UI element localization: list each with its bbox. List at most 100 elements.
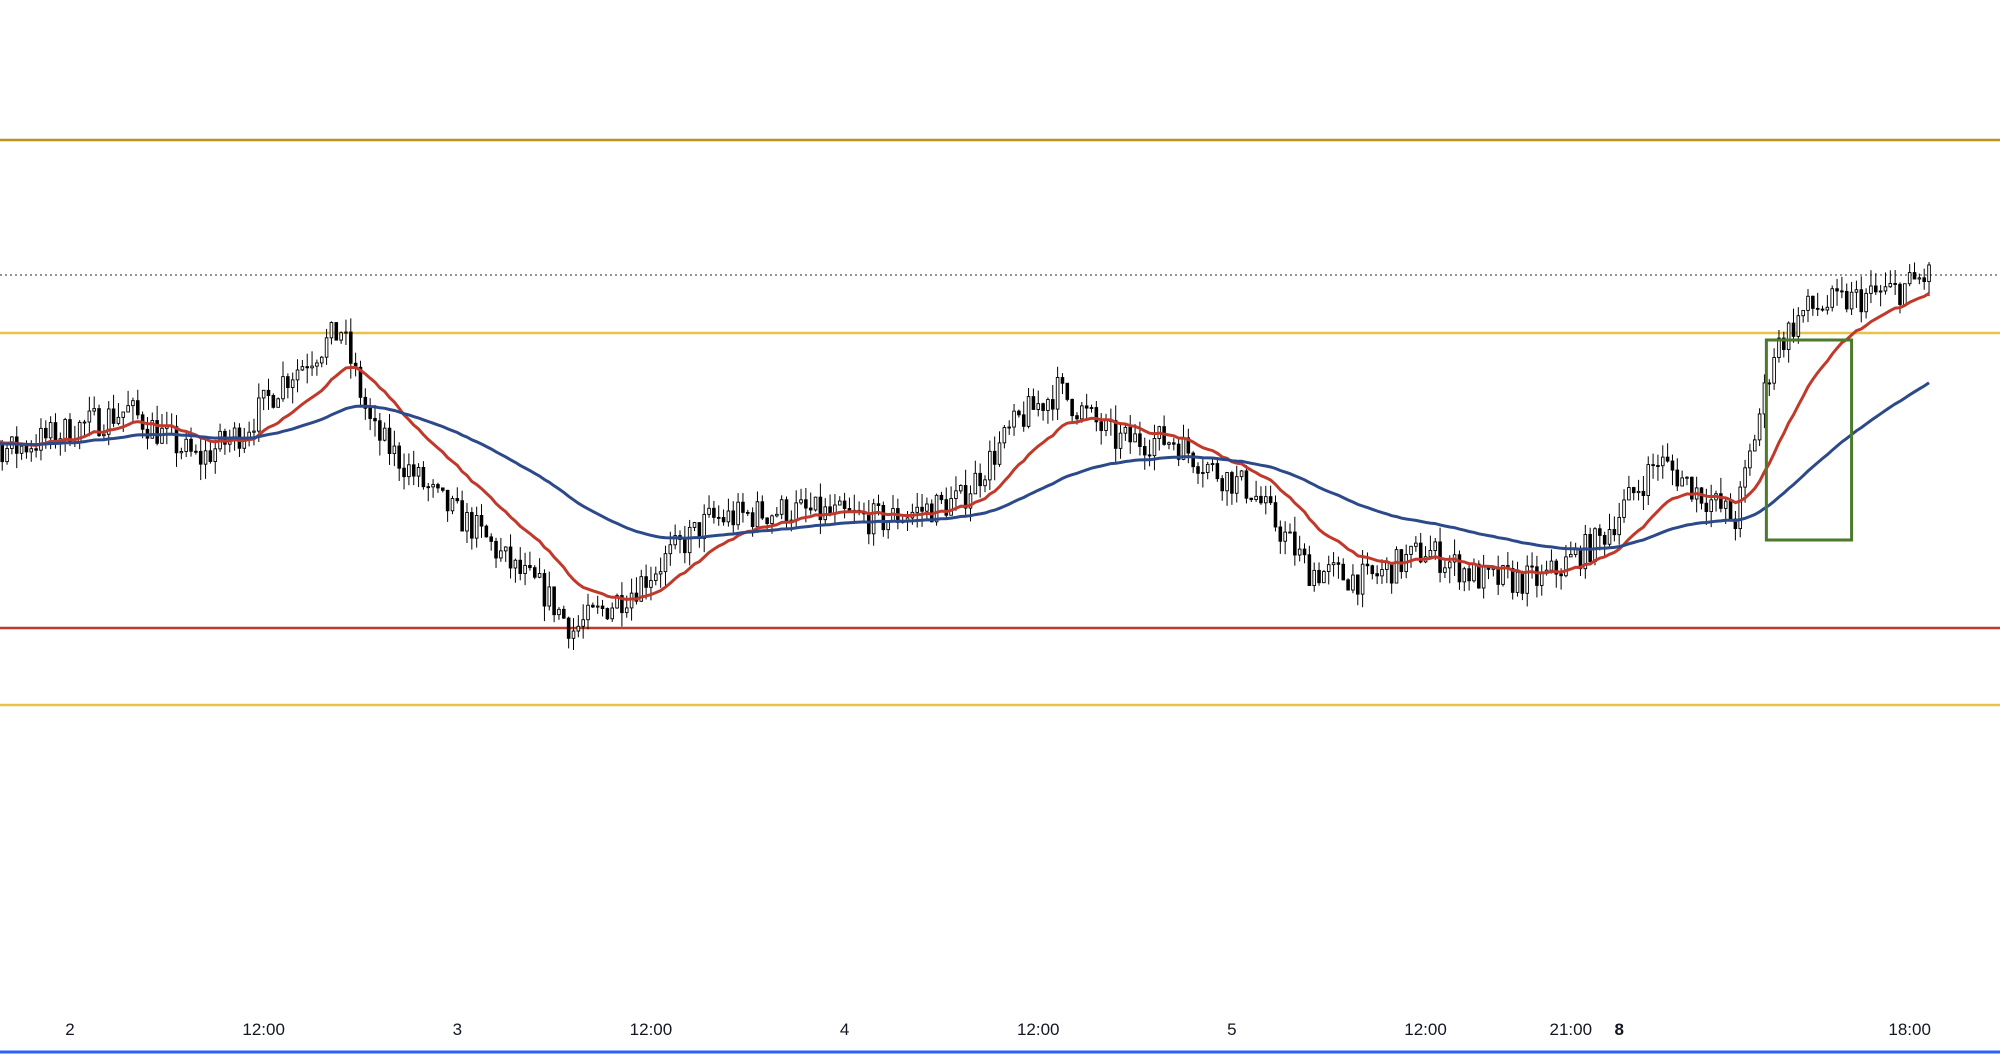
candle-body xyxy=(566,617,571,639)
candle-body xyxy=(687,526,692,554)
candle-body xyxy=(445,489,450,512)
candle-body xyxy=(1138,433,1142,447)
candle-body xyxy=(1322,571,1326,584)
candle-body xyxy=(925,503,929,512)
candle-body xyxy=(1660,456,1665,467)
candle-body xyxy=(1336,562,1341,565)
candle-body xyxy=(1569,554,1573,558)
candle-body xyxy=(818,496,823,521)
candle-body xyxy=(465,512,469,532)
candle-body xyxy=(1864,292,1868,313)
candle-body xyxy=(1283,531,1287,542)
candle-body xyxy=(373,418,377,422)
candle-body xyxy=(1477,563,1481,589)
candle-body xyxy=(1031,396,1036,410)
candle-body xyxy=(1767,382,1772,385)
candle-body xyxy=(470,512,474,539)
candle-body xyxy=(1385,562,1389,570)
ma-fast-line xyxy=(0,292,1930,602)
candle-body xyxy=(305,366,310,369)
candle-body xyxy=(663,553,668,573)
candle-body xyxy=(1912,272,1917,280)
candle-body xyxy=(1854,289,1859,293)
candle-body xyxy=(726,510,731,523)
candle-body xyxy=(624,607,629,614)
candle-body xyxy=(1080,405,1084,420)
candle-body xyxy=(1685,476,1689,479)
candle-body xyxy=(1801,309,1805,317)
candle-body xyxy=(1065,382,1070,400)
candle-body xyxy=(1375,573,1379,577)
candle-body xyxy=(1012,410,1016,428)
candle-body xyxy=(358,366,363,398)
candle-body xyxy=(770,515,774,524)
candle-body xyxy=(368,407,372,419)
candle-body xyxy=(1360,563,1365,595)
candle-body xyxy=(760,501,765,519)
candle-body xyxy=(1462,568,1467,583)
candle-body xyxy=(765,517,769,524)
candle-body xyxy=(111,408,116,424)
candle-body xyxy=(1089,407,1094,410)
candle-body xyxy=(654,573,658,581)
candle-body xyxy=(716,516,721,519)
candle-body xyxy=(1399,549,1404,573)
candle-body xyxy=(1723,500,1728,509)
candle-body xyxy=(411,464,416,477)
candle-body xyxy=(1084,405,1089,409)
candle-body xyxy=(1869,285,1873,294)
candle-body xyxy=(300,366,305,371)
candle-body xyxy=(1234,476,1239,494)
candle-body xyxy=(1428,549,1433,558)
candle-body xyxy=(131,400,135,407)
candle-body xyxy=(1041,403,1045,411)
x-tick-label: 8 xyxy=(1614,1020,1623,1039)
candle-body xyxy=(997,442,1002,465)
candle-body xyxy=(1680,477,1684,487)
candle-body xyxy=(48,422,53,439)
candle-body xyxy=(290,379,295,389)
candle-body xyxy=(1786,322,1791,350)
candle-body xyxy=(828,506,832,514)
candle-body xyxy=(1840,290,1844,293)
candle-body xyxy=(523,564,527,574)
candle-body xyxy=(1709,499,1713,513)
candle-body xyxy=(387,427,392,455)
candle-body xyxy=(1060,377,1065,384)
candle-body xyxy=(1297,548,1302,556)
candle-body xyxy=(1036,403,1041,410)
candle-body xyxy=(92,408,96,412)
candle-body xyxy=(1172,442,1176,445)
candle-body xyxy=(581,619,585,627)
candle-body xyxy=(1782,337,1786,350)
candle-body xyxy=(741,501,745,513)
candle-body xyxy=(1917,277,1922,280)
candle-body xyxy=(1341,563,1346,581)
candle-body xyxy=(871,503,876,535)
candle-body xyxy=(286,376,290,389)
candle-body xyxy=(963,485,968,509)
candle-body xyxy=(1670,460,1675,471)
candle-body xyxy=(1264,496,1268,504)
candle-body xyxy=(1317,569,1321,584)
candle-body xyxy=(126,405,130,413)
candle-body xyxy=(1796,315,1801,337)
candle-body xyxy=(310,365,314,369)
candle-body xyxy=(440,487,445,491)
candle-body xyxy=(484,525,489,538)
candle-body xyxy=(39,427,43,451)
candle-body xyxy=(479,514,484,527)
candle-body xyxy=(547,586,552,607)
candle-body xyxy=(1564,556,1568,577)
candle-body xyxy=(1133,433,1137,443)
candle-body xyxy=(1811,295,1815,309)
candle-body xyxy=(712,507,716,518)
candle-body xyxy=(194,450,198,453)
candle-body xyxy=(1259,495,1263,504)
candle-body xyxy=(508,546,513,569)
candle-body xyxy=(1554,560,1559,575)
candle-body xyxy=(557,608,561,616)
candle-body xyxy=(528,564,532,569)
